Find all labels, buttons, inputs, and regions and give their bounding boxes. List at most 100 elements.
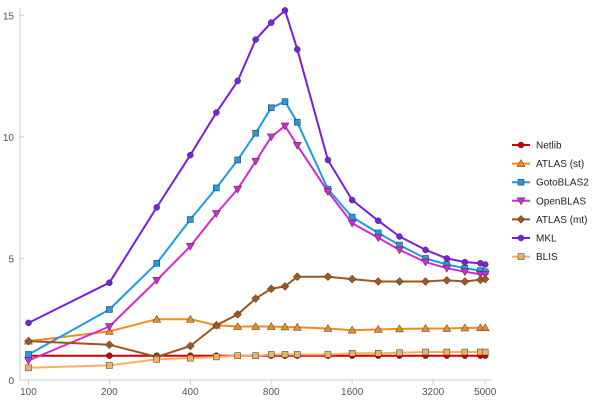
data-point-openblas xyxy=(24,357,33,366)
data-point-mkl xyxy=(153,204,160,211)
data-point-openblas xyxy=(421,258,430,267)
legend-label: ATLAS (mt) xyxy=(536,215,587,226)
data-point-atlas-mt xyxy=(105,340,114,350)
legend-swatch-marker xyxy=(517,234,525,242)
data-point-blis xyxy=(348,350,356,357)
data-point-blis xyxy=(396,349,403,357)
series-atlas-st xyxy=(24,314,490,345)
data-point-openblas xyxy=(442,264,452,273)
data-point-atlas-st xyxy=(373,324,383,333)
data-point-netlib xyxy=(106,352,113,359)
data-point-gotoblas2 xyxy=(213,184,220,192)
data-point-blis xyxy=(461,348,469,356)
data-point-blis xyxy=(252,352,259,359)
legend-item-atlas-st: ATLAS (st) xyxy=(512,159,584,170)
legend-label: ATLAS (st) xyxy=(536,159,584,170)
data-point-openblas xyxy=(292,142,302,150)
x-tick-label: 800 xyxy=(263,387,280,398)
legend-label: MKL xyxy=(536,234,557,245)
data-point-atlas-st xyxy=(480,323,490,331)
data-point-mkl xyxy=(348,196,356,204)
data-point-openblas xyxy=(211,210,221,218)
data-point-openblas xyxy=(251,157,261,166)
data-point-atlas-mt xyxy=(292,272,302,282)
data-point-atlas-mt xyxy=(266,284,276,294)
data-point-atlas-st xyxy=(185,314,195,323)
data-point-atlas-mt xyxy=(373,277,383,286)
data-point-openblas xyxy=(185,243,195,251)
series-line-atlas-st xyxy=(28,318,486,343)
data-point-mkl xyxy=(374,217,382,224)
data-point-atlas-mt xyxy=(480,274,490,284)
y-tick-label: 0 xyxy=(8,376,14,387)
legend: Netlib ATLAS (st) GotoBLAS2 OpenBLAS ATLAS (… xyxy=(512,141,589,263)
data-point-gotoblas2 xyxy=(106,306,113,313)
legend-label: BLIS xyxy=(536,252,558,263)
data-point-atlas-st xyxy=(266,322,276,330)
data-point-blis xyxy=(153,356,160,363)
data-point-gotoblas2 xyxy=(294,119,301,126)
data-point-blis xyxy=(481,348,489,356)
legend-swatch-marker xyxy=(516,159,526,167)
legend-swatch-marker xyxy=(516,215,526,224)
data-point-gotoblas2 xyxy=(252,129,259,137)
data-point-mkl xyxy=(234,77,241,85)
data-point-atlas-mt xyxy=(251,294,261,303)
x-tick-label: 1600 xyxy=(341,387,364,398)
data-point-mkl xyxy=(252,36,259,43)
x-tick-label: 5000 xyxy=(474,387,497,398)
x-tick-label: 100 xyxy=(20,387,37,398)
data-point-mkl xyxy=(396,233,403,240)
data-point-openblas xyxy=(373,234,383,243)
data-point-mkl xyxy=(25,319,32,327)
series-mkl xyxy=(25,7,489,327)
data-point-blis xyxy=(106,362,113,369)
data-point-mkl xyxy=(213,109,220,116)
data-point-blis xyxy=(422,348,429,356)
data-point-mkl xyxy=(281,7,289,14)
data-point-atlas-mt xyxy=(185,341,195,351)
data-point-gotoblas2 xyxy=(153,260,160,267)
series-blis xyxy=(25,348,489,372)
legend-label: OpenBLAS xyxy=(536,196,586,207)
data-point-openblas xyxy=(104,323,114,332)
series-gotoblas2 xyxy=(25,98,489,358)
data-point-atlas-st xyxy=(347,325,357,334)
data-point-atlas-st xyxy=(323,323,333,332)
data-point-atlas-st xyxy=(395,324,404,333)
data-point-atlas-st xyxy=(421,323,430,332)
data-point-openblas xyxy=(395,246,404,255)
data-point-atlas-mt xyxy=(280,282,290,291)
data-point-blis xyxy=(213,353,220,361)
data-point-atlas-st xyxy=(251,322,261,330)
data-point-atlas-mt xyxy=(347,274,357,284)
legend-swatch-marker xyxy=(516,197,526,206)
data-point-gotoblas2 xyxy=(25,351,32,358)
data-point-atlas-st xyxy=(233,322,243,330)
data-point-openblas xyxy=(347,219,357,228)
x-tick-label: 400 xyxy=(182,387,199,398)
legend-item-atlas-mt: ATLAS (mt) xyxy=(512,215,587,226)
data-point-atlas-st xyxy=(292,322,302,331)
data-point-openblas xyxy=(152,277,162,285)
data-point-openblas xyxy=(460,268,470,277)
data-point-openblas xyxy=(233,185,243,194)
data-point-gotoblas2 xyxy=(267,104,275,111)
legend-item-blis: BLIS xyxy=(512,252,558,263)
data-point-blis xyxy=(281,351,289,358)
y-tick-label: 15 xyxy=(3,11,15,22)
axes: 0 5 10 15 100 200 400 800 1600 3200 5000 xyxy=(3,8,497,398)
data-point-mkl xyxy=(267,19,275,26)
legend-item-netlib: Netlib xyxy=(512,141,562,152)
data-point-blis xyxy=(324,351,332,358)
data-point-atlas-st xyxy=(280,322,290,331)
data-point-atlas-mt xyxy=(395,277,404,286)
data-point-blis xyxy=(187,354,194,362)
data-point-openblas xyxy=(266,133,276,142)
data-point-mkl xyxy=(461,258,469,266)
legend-swatch-marker xyxy=(517,141,525,149)
data-point-mkl xyxy=(187,151,194,159)
legend-item-mkl: MKL xyxy=(512,234,557,245)
data-point-gotoblas2 xyxy=(281,98,289,105)
